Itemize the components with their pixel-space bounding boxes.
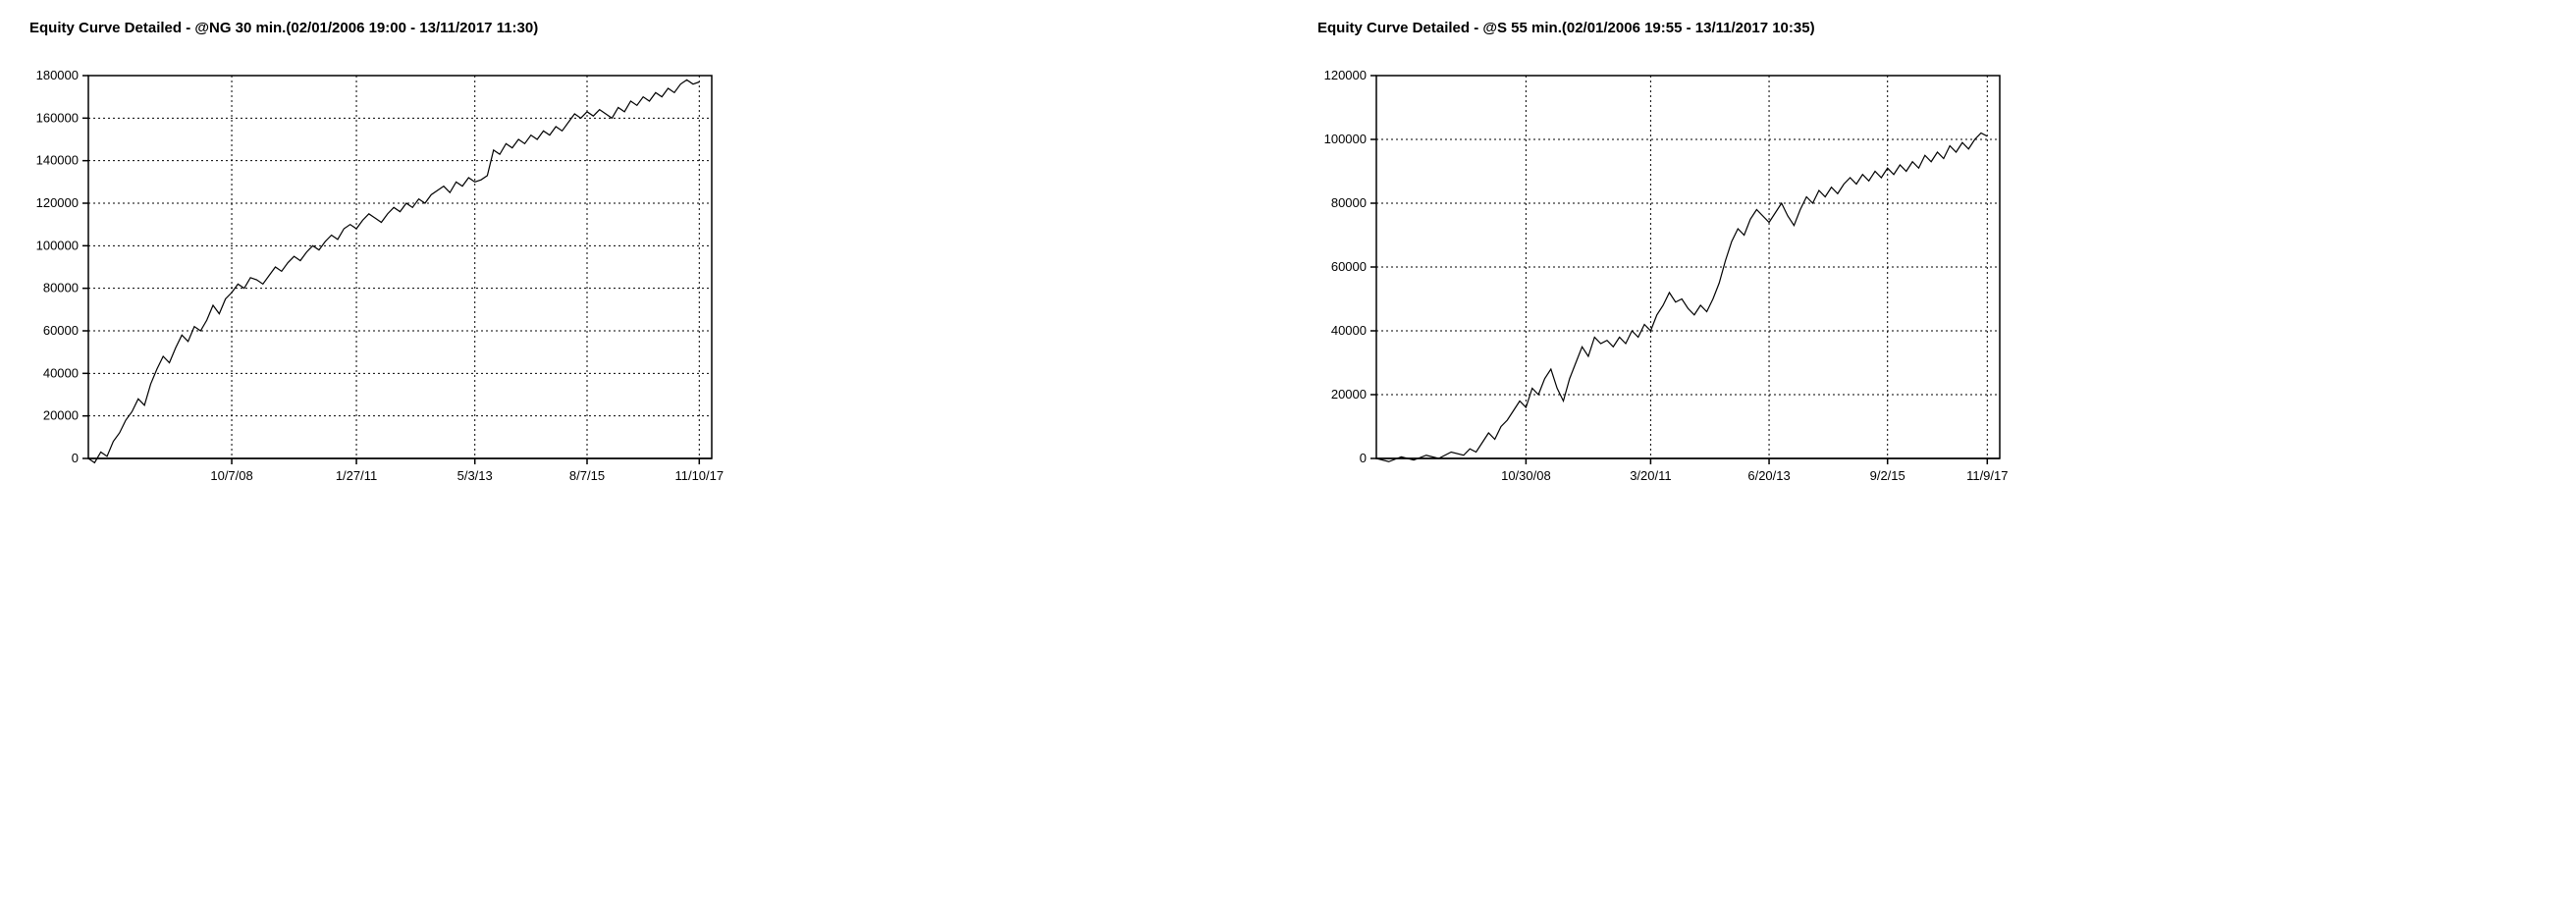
svg-text:8/7/15: 8/7/15 bbox=[569, 468, 605, 483]
svg-text:20000: 20000 bbox=[43, 408, 79, 423]
svg-text:11/10/17: 11/10/17 bbox=[674, 468, 724, 483]
svg-text:120000: 120000 bbox=[36, 195, 79, 210]
chart-right-title: Equity Curve Detailed - @S 55 min.(02/01… bbox=[1308, 20, 2556, 36]
svg-text:6/20/13: 6/20/13 bbox=[1747, 468, 1790, 483]
chart-right-svg: 0 20000 40000 60000 80000 100000 120000 10/30/0… bbox=[1308, 66, 2014, 498]
svg-text:120000: 120000 bbox=[1324, 68, 1367, 82]
chart-left-title: Equity Curve Detailed - @NG 30 min.(02/0… bbox=[20, 20, 1268, 36]
svg-text:0: 0 bbox=[72, 451, 79, 465]
svg-text:10/7/08: 10/7/08 bbox=[210, 468, 252, 483]
svg-text:1/27/11: 1/27/11 bbox=[336, 468, 377, 483]
chart-left-svg: 0 20000 40000 60000 80000 100000 120000 140000 1… bbox=[20, 66, 726, 498]
svg-text:3/20/11: 3/20/11 bbox=[1630, 468, 1671, 483]
svg-text:160000: 160000 bbox=[36, 110, 79, 125]
svg-text:60000: 60000 bbox=[1331, 259, 1367, 274]
svg-text:140000: 140000 bbox=[36, 153, 79, 168]
svg-text:40000: 40000 bbox=[43, 365, 79, 380]
svg-text:20000: 20000 bbox=[1331, 387, 1367, 402]
svg-text:40000: 40000 bbox=[1331, 323, 1367, 338]
svg-text:100000: 100000 bbox=[1324, 132, 1367, 146]
svg-text:9/2/15: 9/2/15 bbox=[1870, 468, 1905, 483]
svg-text:0: 0 bbox=[1360, 451, 1367, 465]
charts-container: Equity Curve Detailed - @NG 30 min.(02/0… bbox=[20, 20, 2556, 498]
chart-right-wrapper: Equity Curve Detailed - @S 55 min.(02/01… bbox=[1308, 20, 2556, 498]
svg-text:60000: 60000 bbox=[43, 323, 79, 338]
svg-text:100000: 100000 bbox=[36, 238, 79, 252]
svg-text:5/3/13: 5/3/13 bbox=[457, 468, 493, 483]
svg-text:180000: 180000 bbox=[36, 68, 79, 82]
svg-text:80000: 80000 bbox=[43, 281, 79, 295]
svg-text:80000: 80000 bbox=[1331, 195, 1367, 210]
chart-left-wrapper: Equity Curve Detailed - @NG 30 min.(02/0… bbox=[20, 20, 1268, 498]
svg-text:11/9/17: 11/9/17 bbox=[1966, 468, 2008, 483]
svg-text:10/30/08: 10/30/08 bbox=[1501, 468, 1551, 483]
